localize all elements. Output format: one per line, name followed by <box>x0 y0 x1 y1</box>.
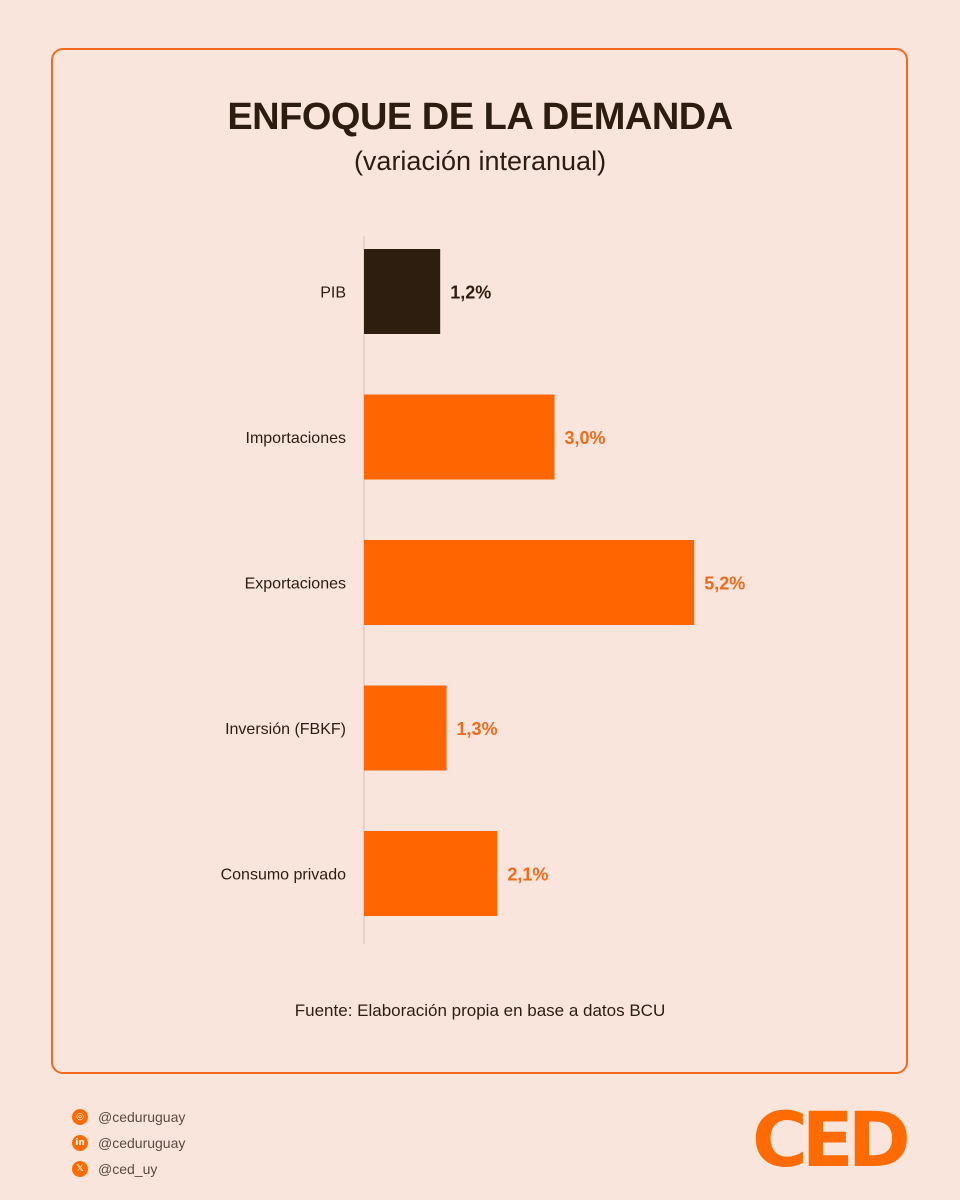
chart-title: ENFOQUE DE LA DEMANDA <box>227 96 733 138</box>
social-x[interactable]: 𝕏 @ced_uy <box>72 1156 185 1182</box>
bar-value-label: 2,1% <box>507 865 548 885</box>
social-linkedin[interactable]: in @ceduruguay <box>72 1130 185 1156</box>
chart-source: Fuente: Elaboración propia en base a dat… <box>294 1001 666 1020</box>
bar <box>364 685 447 771</box>
ced-logo: CED <box>752 1095 911 1184</box>
social-handle: @ced_uy <box>98 1161 158 1177</box>
bar <box>364 540 695 625</box>
linkedin-icon: in <box>72 1135 88 1151</box>
social-links: ◎ @ceduruguay in @ceduruguay 𝕏 @ced_uy <box>72 1104 185 1182</box>
bar <box>364 394 555 480</box>
social-instagram[interactable]: ◎ @ceduruguay <box>72 1104 185 1130</box>
bar <box>364 249 441 334</box>
social-handle: @ceduruguay <box>98 1109 186 1125</box>
instagram-icon: ◎ <box>72 1109 88 1125</box>
category-label: Consumo privado <box>221 867 347 884</box>
bar-value-label: 1,3% <box>457 719 498 739</box>
x-icon: 𝕏 <box>72 1161 88 1177</box>
bar <box>364 831 498 916</box>
bar-value-label: 1,2% <box>450 283 491 303</box>
bar-value-label: 3,0% <box>565 428 606 448</box>
chart-subtitle: (variación interanual) <box>353 146 607 176</box>
category-label: Importaciones <box>246 430 347 447</box>
social-handle: @ceduruguay <box>98 1135 186 1151</box>
category-label: PIB <box>320 285 346 302</box>
category-label: Exportaciones <box>245 576 346 593</box>
bar-value-label: 5,2% <box>704 574 745 594</box>
category-label: Inversión (FBKF) <box>225 721 346 738</box>
